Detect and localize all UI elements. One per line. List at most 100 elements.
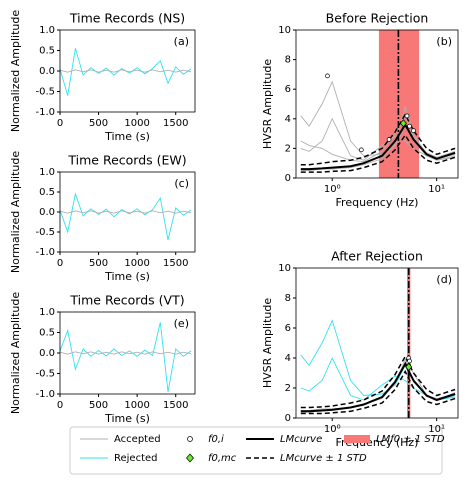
axes-frame [295, 267, 459, 419]
series-line [60, 210, 192, 214]
x-tick-label: 1000 [124, 258, 149, 269]
x-tick-label: 10¹ [428, 184, 445, 195]
series-line [60, 192, 192, 241]
y-tick-label: -0.5 [35, 369, 55, 380]
axes-frame [59, 29, 196, 113]
y-tick-label: 0.5 [39, 187, 55, 198]
f0-point [407, 358, 412, 364]
panel-label: (e) [174, 317, 189, 330]
y-tick-label: 10 [278, 25, 291, 36]
x-tick-label: 1500 [163, 258, 188, 269]
f0-point [386, 137, 392, 142]
series-line [60, 69, 192, 73]
y-tick-label: 8 [285, 55, 291, 66]
y-tick-label: 0.5 [39, 328, 55, 339]
panel-label: (b) [436, 35, 452, 48]
y-tick-label: 1.0 [39, 307, 55, 318]
x-tick-label: 0 [57, 258, 63, 269]
y-tick-label: 0 [285, 173, 291, 184]
y-axis-label: Normalized Amplitude [9, 151, 22, 273]
x-axis-label: Time (s) [104, 412, 150, 425]
legend-label: Rejected [114, 453, 158, 464]
y-tick-label: 6 [285, 323, 291, 334]
y-tick-label: 4 [285, 353, 291, 364]
y-tick-label: -1.0 [35, 389, 55, 400]
series-line [300, 112, 456, 166]
legend-label: f0,i [208, 434, 224, 445]
panel-label: (a) [174, 35, 189, 48]
legend-label: LMf0 ± 1 STD [376, 434, 445, 445]
plot-area [60, 322, 192, 392]
y-tick-label: 10 [278, 263, 291, 274]
axes-frame [295, 29, 459, 179]
chart-title: Time Records (VT) [69, 293, 184, 308]
plot-area [300, 268, 456, 418]
series-line [300, 356, 456, 401]
legend-label: LMcurve [280, 434, 322, 445]
y-tick-label: 0.0 [39, 207, 55, 218]
y-tick-label: 4 [285, 114, 291, 125]
y-tick-label: 2 [285, 383, 291, 394]
y-tick-label: 6 [285, 84, 291, 95]
plot-area [300, 30, 456, 178]
y-tick-label: 8 [285, 293, 291, 304]
y-axis-label: Normalized Amplitude [9, 10, 22, 132]
y-tick-label: -1.0 [35, 247, 55, 258]
f0-point [411, 128, 416, 133]
x-tick-label: 1500 [163, 400, 188, 411]
y-tick-label: 2 [285, 143, 291, 154]
y-tick-label: 1.0 [39, 167, 55, 178]
x-axis-label: Frequency (Hz) [336, 196, 419, 209]
f0-mc-point [399, 119, 407, 128]
panel-label: (c) [174, 177, 189, 190]
series-line [300, 361, 456, 413]
x-tick-label: 500 [89, 118, 108, 129]
plot-area [60, 192, 192, 241]
x-tick-label: 10⁰ [324, 184, 341, 195]
panel-label: (d) [436, 273, 452, 286]
x-tick-label: 0 [57, 400, 63, 411]
x-tick-label: 1500 [163, 118, 188, 129]
f0-point [325, 73, 330, 79]
series-line [300, 361, 456, 413]
y-axis-label: HVSR Amplitude [261, 298, 274, 389]
axes-frame [59, 171, 196, 253]
f0-mc-point [405, 362, 413, 372]
y-tick-label: -0.5 [35, 87, 55, 98]
chart-title: Time Records (NS) [69, 11, 185, 26]
y-tick-label: 0 [285, 413, 291, 424]
chart-title: Before Rejection [326, 11, 429, 26]
series-line [300, 117, 456, 161]
legend-label: LMcurve ± 1 STD [280, 453, 367, 464]
legend-marker [186, 453, 194, 463]
series-line [60, 48, 192, 96]
y-axis-label: HVSR Amplitude [261, 59, 274, 150]
x-tick-label: 0 [57, 118, 63, 129]
x-tick-label: 1000 [124, 118, 149, 129]
chart-title: Time Records (EW) [67, 153, 186, 168]
y-tick-label: 1.0 [39, 25, 55, 36]
f0-point [404, 113, 410, 119]
x-axis-label: Time (s) [104, 130, 150, 143]
y-tick-label: -0.5 [35, 227, 55, 238]
y-axis-label: Normalized Amplitude [9, 292, 22, 414]
f0-point [407, 123, 412, 129]
series-line [300, 133, 456, 173]
series-line [60, 351, 192, 355]
series-line [300, 369, 456, 415]
y-tick-label: 0.0 [39, 66, 55, 77]
x-tick-label: 500 [89, 400, 108, 411]
series-line [300, 122, 456, 171]
series-line [300, 354, 456, 409]
legend-label: f0,mc [208, 453, 237, 464]
x-tick-label: 1000 [124, 400, 149, 411]
legend-label: Accepted [114, 434, 161, 445]
x-tick-label: 10¹ [428, 424, 445, 435]
legend-patch [344, 435, 370, 443]
y-tick-label: 0.0 [39, 348, 55, 359]
chart-title: After Rejection [331, 249, 423, 264]
y-tick-label: 0.5 [39, 46, 55, 57]
x-axis-label: Time (s) [104, 270, 150, 283]
y-tick-label: -1.0 [35, 107, 55, 118]
